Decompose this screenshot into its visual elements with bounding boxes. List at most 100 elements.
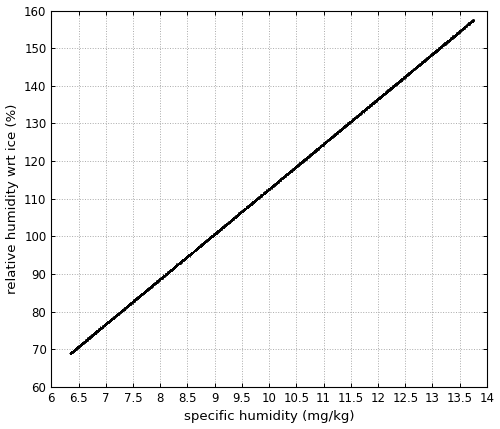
Point <box>223 220 231 227</box>
Point <box>214 227 222 233</box>
Point <box>302 156 310 163</box>
Point <box>106 317 114 323</box>
Point <box>434 45 442 52</box>
Point <box>68 349 76 356</box>
Point <box>160 272 168 279</box>
Point <box>340 124 348 131</box>
Point <box>300 157 308 164</box>
Point <box>248 199 256 206</box>
Point <box>145 284 153 291</box>
Point <box>294 162 302 169</box>
Point <box>263 187 271 193</box>
Point <box>418 58 426 65</box>
Point <box>194 245 202 252</box>
Point <box>110 313 118 320</box>
Point <box>385 86 393 93</box>
Point <box>271 181 279 187</box>
Point <box>100 323 108 330</box>
Point <box>316 143 324 150</box>
Point <box>214 227 222 234</box>
Point <box>142 287 150 293</box>
Point <box>316 144 324 151</box>
Point <box>134 294 141 301</box>
Point <box>138 290 146 297</box>
Point <box>114 309 122 316</box>
Point <box>200 240 207 247</box>
Point <box>208 232 216 239</box>
Point <box>251 196 259 203</box>
Point <box>347 118 355 124</box>
Point <box>286 167 294 174</box>
Point <box>453 30 461 37</box>
Point <box>106 317 114 324</box>
Point <box>378 92 386 99</box>
Point <box>258 193 266 199</box>
Point <box>308 150 316 157</box>
Point <box>252 196 260 203</box>
Point <box>96 325 104 332</box>
Point <box>150 280 158 287</box>
Point <box>170 266 178 272</box>
Point <box>376 94 384 101</box>
Point <box>117 308 125 314</box>
Point <box>151 280 159 287</box>
Point <box>262 188 270 195</box>
Point <box>146 284 154 291</box>
Point <box>176 259 184 266</box>
Point <box>166 267 173 274</box>
Point <box>368 100 376 106</box>
Point <box>320 140 328 147</box>
Point <box>184 253 192 260</box>
Point <box>418 58 426 65</box>
Point <box>354 112 362 119</box>
Point <box>399 76 407 82</box>
Point <box>340 124 348 130</box>
Point <box>294 161 302 168</box>
Point <box>274 178 282 185</box>
Point <box>333 129 341 136</box>
Point <box>337 126 345 133</box>
Point <box>302 156 310 163</box>
Point <box>128 298 136 305</box>
Point <box>274 178 281 184</box>
Point <box>396 77 404 84</box>
Point <box>76 341 84 348</box>
Point <box>452 32 460 39</box>
Point <box>89 331 97 338</box>
Point <box>66 350 74 356</box>
Point <box>418 60 426 66</box>
Point <box>190 248 198 255</box>
Point <box>250 197 258 204</box>
Point <box>238 208 246 215</box>
Point <box>464 21 471 28</box>
Point <box>185 251 193 257</box>
Point <box>154 278 162 284</box>
Point <box>154 278 162 285</box>
Point <box>177 258 185 265</box>
Point <box>146 284 154 291</box>
Point <box>146 285 154 292</box>
Point <box>407 67 415 74</box>
Point <box>80 340 88 347</box>
Point <box>316 142 324 149</box>
Point <box>355 112 363 118</box>
Point <box>127 301 135 308</box>
Point <box>440 40 448 47</box>
Point <box>416 61 424 68</box>
Point <box>250 197 258 204</box>
Point <box>236 211 244 218</box>
Point <box>178 258 186 265</box>
Point <box>192 246 200 253</box>
Point <box>274 178 282 184</box>
Point <box>367 101 375 108</box>
Point <box>446 36 454 43</box>
Point <box>462 22 469 29</box>
Point <box>236 210 244 217</box>
Point <box>126 300 134 307</box>
Point <box>439 42 447 48</box>
Point <box>98 323 106 330</box>
Point <box>162 271 170 278</box>
Point <box>136 291 144 298</box>
Point <box>382 89 390 96</box>
Point <box>396 78 404 85</box>
